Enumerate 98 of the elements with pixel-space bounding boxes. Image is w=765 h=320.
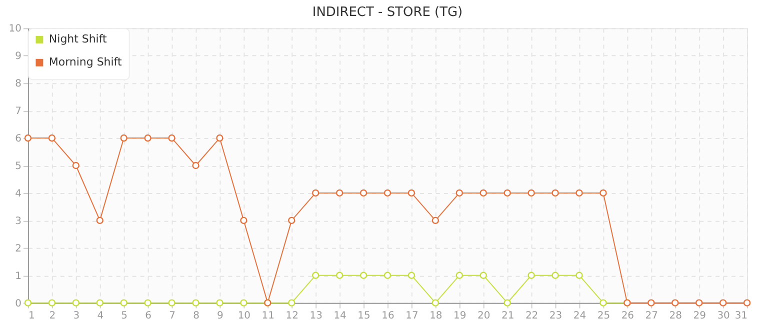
point: [600, 189, 607, 197]
y-tick-label: 9: [15, 51, 22, 62]
x-tick-label: 20: [478, 310, 490, 320]
point: [168, 134, 176, 142]
point: [312, 189, 320, 197]
point: [240, 216, 248, 224]
point: [743, 299, 751, 306]
point: [576, 272, 583, 279]
point: [288, 299, 296, 306]
point: [552, 272, 559, 279]
point: [24, 134, 32, 142]
point: [120, 134, 128, 142]
point: [576, 189, 583, 197]
x-tick-label: 25: [597, 310, 610, 320]
x-tick-label: 23: [549, 310, 562, 320]
point: [719, 299, 727, 306]
y-tick-label: 1: [15, 270, 22, 282]
x-tick-label: 28: [669, 310, 682, 320]
x-tick-label: 16: [382, 310, 394, 320]
point: [312, 272, 320, 279]
x-tick-label: 31: [734, 310, 748, 320]
point: [192, 299, 200, 306]
point: [432, 299, 440, 306]
point: [456, 189, 463, 197]
x-tick-label: 15: [358, 310, 370, 320]
x-tick-label: 10: [238, 310, 251, 320]
x-tick-label: 21: [501, 310, 514, 320]
y-tick-label: 3: [15, 216, 22, 227]
point: [408, 189, 416, 197]
y-tick-label: 4: [15, 188, 22, 200]
y-tick-label: 2: [15, 243, 22, 254]
point: [96, 299, 104, 306]
point: [600, 299, 607, 306]
point: [48, 299, 56, 306]
x-tick-label: 12: [286, 310, 298, 320]
point: [528, 189, 535, 197]
x-tick-label: 13: [310, 310, 322, 320]
x-tick-label: 17: [406, 310, 418, 320]
point: [144, 299, 152, 306]
point: [360, 272, 368, 279]
point: [504, 299, 511, 306]
x-tick-label: 14: [334, 310, 346, 320]
point: [216, 299, 224, 306]
point: [552, 189, 559, 197]
x-tick-label: 7: [169, 310, 176, 320]
x-tick-label: 27: [645, 310, 658, 320]
point: [360, 189, 368, 197]
chart-title: INDIRECT - STORE (TG): [312, 5, 463, 20]
point: [336, 272, 344, 279]
x-tick-label: 4: [97, 310, 104, 320]
point: [528, 272, 535, 279]
x-tick-label: 2: [49, 310, 56, 320]
legend-label: Morning Shift: [48, 56, 122, 69]
point: [432, 216, 440, 224]
y-tick-label: 5: [15, 160, 22, 172]
point: [144, 134, 152, 142]
point: [168, 299, 176, 306]
y-tick-label: 10: [8, 24, 22, 35]
point: [648, 299, 655, 306]
point: [24, 299, 32, 306]
y-tick-label: 8: [15, 78, 22, 90]
point: [96, 216, 104, 224]
point: [672, 299, 679, 306]
point: [480, 272, 487, 279]
point: [384, 189, 392, 197]
point: [288, 216, 296, 224]
x-tick-label: 8: [193, 310, 200, 320]
x-tick-label: 18: [430, 310, 442, 320]
x-tick-label: 1: [28, 310, 35, 320]
x-tick-label: 24: [573, 310, 586, 320]
x-tick-label: 19: [454, 310, 466, 320]
x-tick-label: 29: [693, 310, 706, 320]
point: [456, 272, 463, 279]
legend-label: Night Shift: [48, 32, 108, 46]
point: [240, 299, 248, 306]
point: [336, 189, 344, 197]
point: [384, 272, 392, 279]
x-tick-label: 30: [717, 310, 730, 320]
point: [72, 299, 80, 306]
x-tick-label: 11: [262, 310, 274, 320]
point: [216, 134, 224, 142]
point: [192, 162, 200, 170]
y-tick-label: 6: [15, 134, 22, 145]
x-tick-label: 6: [145, 310, 152, 320]
y-tick-label: 7: [15, 106, 22, 118]
point: [695, 299, 703, 306]
x-tick-label: 26: [621, 310, 634, 320]
y-tick-label: 0: [15, 298, 22, 310]
x-tick-label: 22: [525, 310, 538, 320]
point: [48, 134, 56, 142]
point: [120, 299, 128, 306]
point: [72, 162, 80, 170]
x-tick-label: 5: [121, 310, 128, 320]
x-tick-label: 3: [73, 310, 80, 320]
x-tick-label: 9: [217, 310, 224, 320]
point: [480, 189, 487, 197]
point: [504, 189, 511, 197]
point: [408, 272, 416, 279]
